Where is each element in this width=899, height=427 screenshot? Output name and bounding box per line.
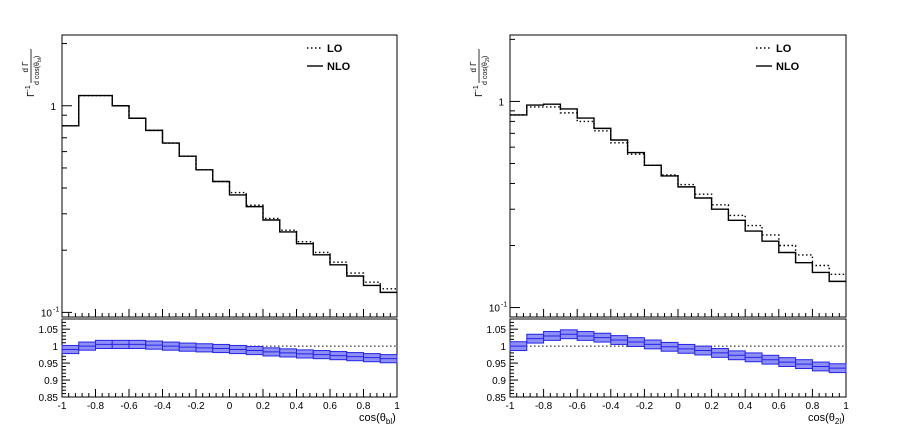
x-tick-label: -0.8 xyxy=(87,401,105,412)
x-tick-label: -0.2 xyxy=(187,401,205,412)
legend-nlo-label: NLO xyxy=(327,61,351,73)
x-tick-label: 0.2 xyxy=(256,401,270,412)
x-tick-label: 0.8 xyxy=(805,401,819,412)
x-tick-label: 0.6 xyxy=(323,401,337,412)
x-tick-label: 0.4 xyxy=(738,401,752,412)
y-tick-label-exp: -1 xyxy=(501,302,507,309)
x-axis-title-sub: 2l xyxy=(835,417,841,426)
x-tick-label: 0.4 xyxy=(290,401,304,412)
y-axis-title-denominator: d cos(θbl) xyxy=(34,56,43,85)
y-axis-title: Γ-1 d Γ d cos(θbl) xyxy=(21,49,43,97)
ratio-y-tick-label: 0.95 xyxy=(39,359,59,370)
ratio-y-tick-label: 1 xyxy=(52,342,58,353)
legend-lo-label: LO xyxy=(776,43,792,55)
y-axis-title-denominator-close: ) xyxy=(34,56,41,58)
y-axis-title-exp: -1 xyxy=(473,85,480,91)
x-tick-label: 0 xyxy=(675,401,681,412)
series-nlo-line xyxy=(510,103,846,283)
x-axis-title: cos(θbl) xyxy=(359,412,396,426)
x-tick-label: -0.4 xyxy=(602,401,620,412)
y-axis-title: Γ-1 d Γ d cos(θ2l) xyxy=(469,49,491,97)
x-tick-label: 1 xyxy=(394,401,400,412)
x-axis-title-close: ) xyxy=(841,412,845,424)
x-tick-label: 0 xyxy=(227,401,233,412)
y-axis-title-denominator-sub: 2l xyxy=(485,58,491,62)
y-axis-title-prefix: Γ-1 xyxy=(25,85,37,97)
ratio-y-tick-label: 1.05 xyxy=(39,325,59,336)
ratio-y-tick-label: 0.9 xyxy=(492,376,506,387)
x-tick-label: 0.2 xyxy=(705,401,719,412)
x-tick-label: -0.6 xyxy=(120,401,138,412)
ratio-y-tick-label: 0.85 xyxy=(487,393,507,404)
y-tick-label: 1 xyxy=(50,102,56,113)
y-tick-label: 1 xyxy=(498,97,504,108)
y-axis-title-denominator-close: ) xyxy=(482,56,489,58)
y-tick-label-exp: -1 xyxy=(53,306,59,313)
x-tick-label: -0.2 xyxy=(636,401,654,412)
x-axis-title: cos(θ2l) xyxy=(808,412,845,426)
ratio-y-tick-label: 0.9 xyxy=(44,376,58,387)
x-axis-title-sub: bl xyxy=(386,417,392,426)
ratio-y-tick-label: 1 xyxy=(500,342,506,353)
x-tick-label: -0.4 xyxy=(154,401,172,412)
series-lo-line xyxy=(510,106,846,276)
legend-lo-label: LO xyxy=(327,43,343,55)
ratio-y-tick-label: 0.95 xyxy=(487,359,507,370)
right-panel: 110 -1-1 -0.8 -0.6 -0.4 -0.2 0 0.2 0.4 0.6 0.8 10.8… xyxy=(469,34,849,426)
legend-nlo-label: NLO xyxy=(776,61,800,73)
y-axis-title-exp: -1 xyxy=(25,85,32,91)
x-tick-label: -1 xyxy=(58,401,67,412)
y-axis-title-prefix: Γ-1 xyxy=(473,85,485,97)
y-tick-label: 10 xyxy=(489,304,501,315)
x-tick-label: -1 xyxy=(506,401,515,412)
y-axis-title-denominator: d cos(θ2l) xyxy=(482,56,491,85)
x-axis-title-close: ) xyxy=(392,412,396,424)
left-panel: 110 -1-1 -0.8 -0.6 -0.4 -0.2 0 0.2 0.4 0.6 0.8 10.8… xyxy=(21,34,400,426)
y-axis-title-numerator: d Γ xyxy=(21,61,30,73)
x-tick-label: -0.8 xyxy=(535,401,553,412)
x-tick-label: 0.6 xyxy=(772,401,786,412)
y-axis-title-denominator-sub: bl xyxy=(37,58,43,62)
y-axis-title-numerator: d Γ xyxy=(469,61,478,73)
x-tick-label: 0.8 xyxy=(357,401,371,412)
series-nlo-line xyxy=(62,94,397,294)
ratio-y-tick-label: 0.85 xyxy=(39,393,59,404)
x-tick-label: 1 xyxy=(843,401,849,412)
y-tick-label: 10 xyxy=(41,308,53,319)
x-tick-label: -0.6 xyxy=(569,401,587,412)
ratio-y-tick-label: 1.05 xyxy=(487,325,507,336)
